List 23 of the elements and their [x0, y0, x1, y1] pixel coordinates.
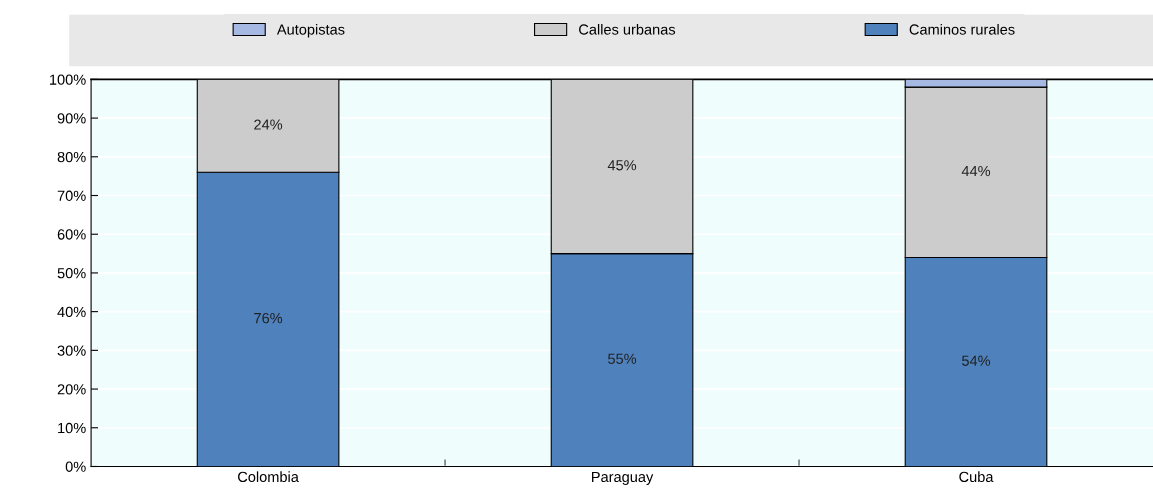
- y-tick-label: 50%: [57, 268, 86, 279]
- y-tick-label: 90%: [57, 113, 86, 124]
- y-tick-label: 20%: [57, 384, 86, 395]
- y-tick-label: 40%: [57, 306, 86, 318]
- data-label: 55%: [608, 353, 637, 364]
- y-tick-label: 80%: [57, 151, 86, 163]
- data-label: 76%: [254, 312, 283, 324]
- y-tick-label: 60%: [57, 229, 86, 240]
- x-tick-label: Paraguay: [592, 471, 654, 485]
- x-tick-label: Cuba: [959, 471, 994, 483]
- y-tick-label: 100%: [50, 74, 86, 85]
- x-tick-label: Colombia: [238, 471, 299, 483]
- legend-label: Autopistas: [276, 23, 345, 38]
- data-label: 44%: [961, 165, 991, 177]
- y-tick-label: 30%: [57, 345, 86, 356]
- y-tick-label: 0%: [65, 461, 86, 472]
- y-tick-label: 10%: [58, 422, 86, 434]
- data-label: 45%: [607, 160, 637, 171]
- y-tick-label: 70%: [57, 190, 86, 201]
- data-label: 54%: [962, 355, 991, 366]
- legend-label: Calles urbanas: [579, 23, 676, 35]
- data-label: 24%: [254, 119, 283, 130]
- legend-label: Caminos rurales: [909, 23, 1015, 35]
